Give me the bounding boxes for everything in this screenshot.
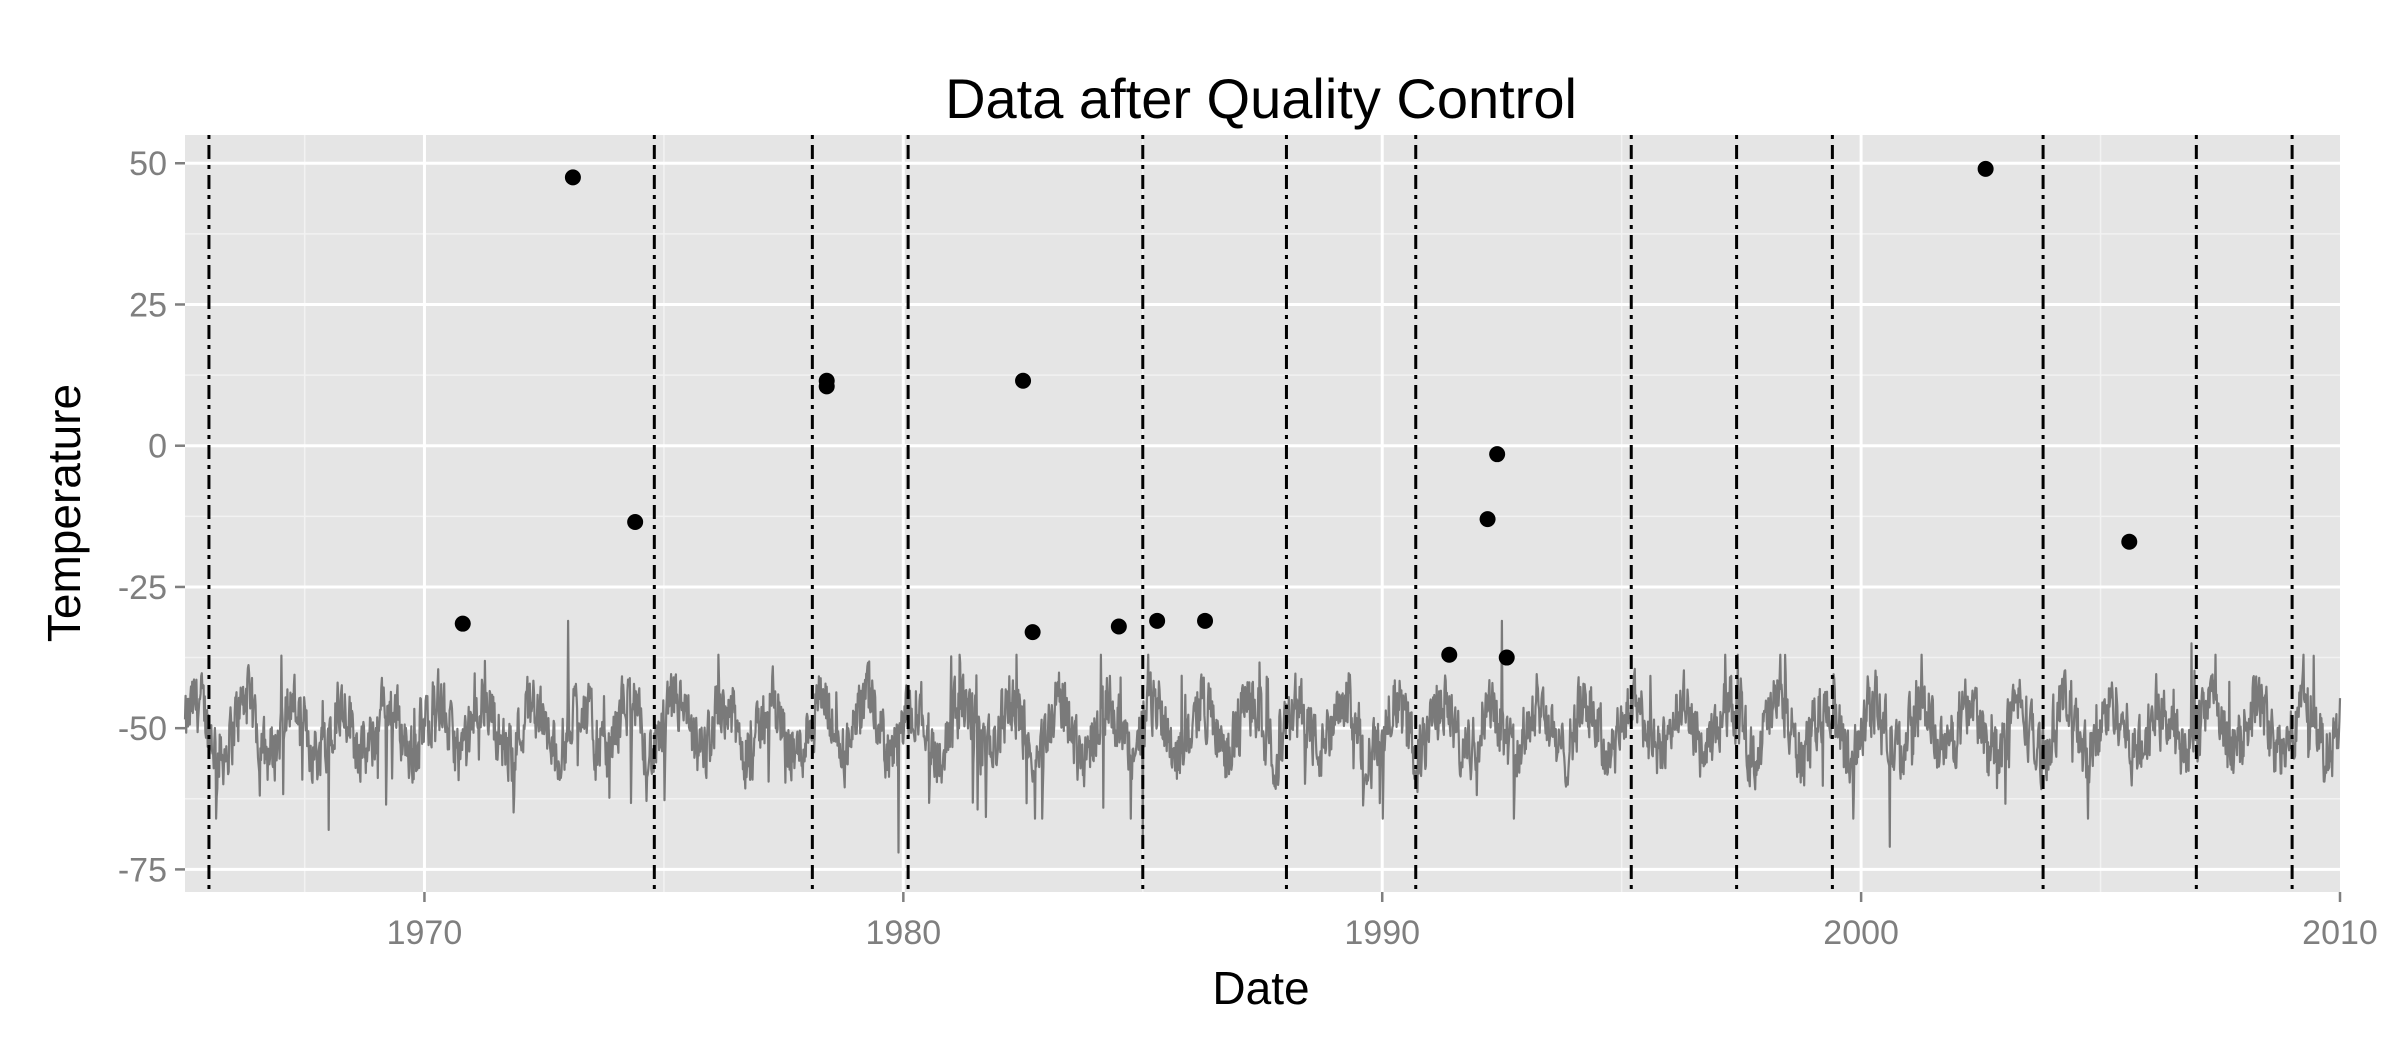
flagged-points (454, 160, 2138, 666)
y-tick-label: -75 (118, 851, 167, 889)
y-axis: 50 25 0 -25 -50 -75 (118, 145, 185, 889)
x-tick-label: 1990 (1344, 914, 1420, 952)
data-point (1441, 646, 1458, 663)
data-point (1149, 612, 1166, 629)
data-point (1024, 624, 1041, 641)
x-tick-label: 2010 (2302, 914, 2378, 952)
temperature-line-series (183, 619, 2342, 854)
data-point (1110, 618, 1127, 635)
x-tick-label: 2000 (1823, 914, 1899, 952)
data-point (627, 513, 644, 530)
y-tick-label: 0 (148, 428, 167, 466)
x-axis-title: Date (1212, 962, 1309, 1014)
x-tick-label: 1980 (866, 914, 942, 952)
y-tick-label: 25 (129, 286, 167, 324)
data-point (454, 615, 471, 632)
plot-panel (185, 135, 2340, 892)
vertical-reference-lines (207, 135, 2294, 892)
x-tick-label: 1970 (387, 914, 463, 952)
chart-title: Data after Quality Control (945, 67, 1577, 130)
temperature-line (183, 619, 2342, 854)
data-point (1479, 511, 1496, 528)
data-point (818, 378, 835, 395)
data-point (1015, 372, 1032, 389)
data-point (2121, 533, 2138, 550)
data-point (1197, 612, 1214, 629)
x-axis: 1970 1980 1990 2000 2010 (387, 892, 2378, 952)
data-point (1977, 160, 1994, 177)
y-tick-label: -50 (118, 710, 167, 748)
y-tick-label: -25 (118, 569, 167, 607)
y-axis-title: Temperature (38, 384, 90, 642)
data-point (1489, 446, 1506, 463)
y-tick-label: 50 (129, 145, 167, 183)
data-point (564, 169, 581, 186)
data-point (1498, 649, 1515, 666)
